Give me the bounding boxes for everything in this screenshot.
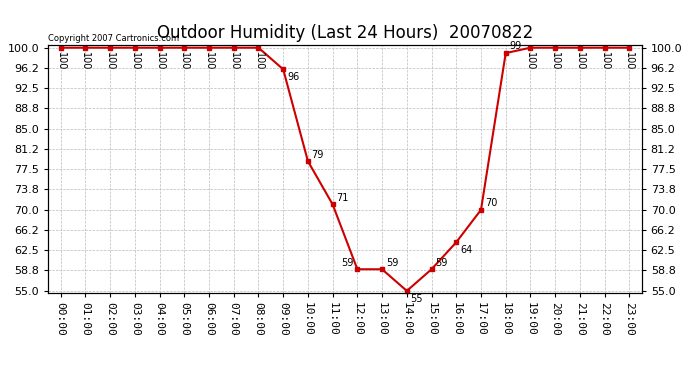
Text: 100: 100	[56, 52, 66, 70]
Text: 59: 59	[386, 258, 398, 268]
Text: 100: 100	[179, 52, 189, 70]
Text: 100: 100	[550, 52, 560, 70]
Text: 100: 100	[575, 52, 585, 70]
Text: 100: 100	[105, 52, 115, 70]
Text: 100: 100	[204, 52, 214, 70]
Text: 59: 59	[435, 258, 448, 268]
Text: 71: 71	[336, 193, 348, 203]
Text: 100: 100	[155, 52, 164, 70]
Text: 79: 79	[312, 150, 324, 160]
Text: 100: 100	[81, 52, 90, 70]
Text: Copyright 2007 Cartronics.com: Copyright 2007 Cartronics.com	[48, 33, 179, 42]
Text: 55: 55	[411, 294, 423, 304]
Text: 96: 96	[287, 72, 299, 82]
Text: 99: 99	[509, 42, 522, 51]
Text: 70: 70	[484, 198, 497, 208]
Title: Outdoor Humidity (Last 24 Hours)  20070822: Outdoor Humidity (Last 24 Hours) 2007082…	[157, 24, 533, 42]
Text: 64: 64	[460, 245, 472, 255]
Text: 100: 100	[526, 52, 535, 70]
Text: 100: 100	[624, 52, 634, 70]
Text: 100: 100	[130, 52, 140, 70]
Text: 100: 100	[600, 52, 609, 70]
Text: 100: 100	[253, 52, 264, 70]
Text: 100: 100	[229, 52, 239, 70]
Text: 59: 59	[342, 258, 354, 268]
